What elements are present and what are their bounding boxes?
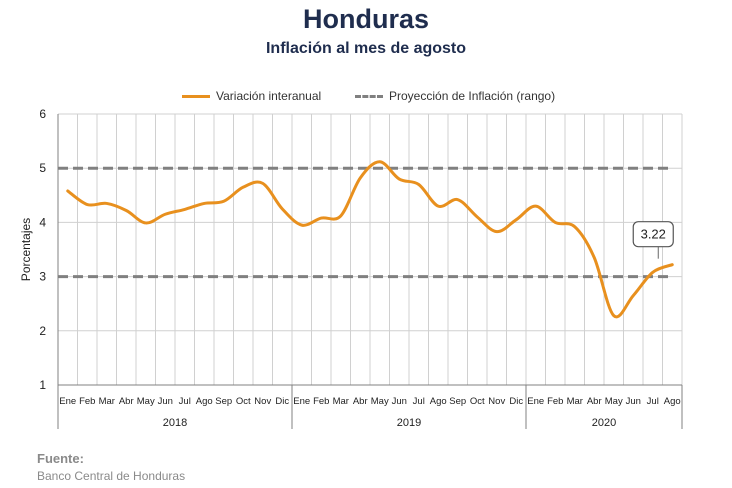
legend-item-proyeccion: Proyección de Inflación (rango) [355, 89, 555, 103]
x-tick-label: Oct [236, 396, 251, 407]
x-tick-label: Ene [293, 396, 310, 407]
x-tick-label: May [371, 396, 389, 407]
x-tick-label: Abr [587, 396, 602, 407]
chart-title: Honduras [302, 4, 429, 34]
x-tick-label: Jul [413, 396, 425, 407]
x-tick-label: Ene [527, 396, 544, 407]
x-tick-label: May [605, 396, 623, 407]
legend-swatch-solid [182, 94, 210, 98]
x-tick-label: Dic [509, 396, 523, 407]
x-tick-label: Ago [196, 396, 213, 407]
x-tick-label: Jul [647, 396, 659, 407]
x-tick-label: Sep [449, 396, 466, 407]
x-tick-label: Nov [488, 396, 505, 407]
year-label: 2018 [163, 417, 187, 429]
callout-label: 3.22 [641, 227, 666, 242]
x-tick-label: Mar [567, 396, 583, 407]
source-value: Banco Central de Honduras [37, 469, 186, 483]
chart-subtitle: Inflación al mes de agosto [265, 40, 467, 57]
x-tick-label: Ago [664, 396, 681, 407]
x-tick-label: Abr [353, 396, 368, 407]
series-line-variacion-interanual [66, 160, 674, 319]
legend-item-variacion: Variación interanual [182, 89, 321, 103]
x-tick-label: Feb [547, 396, 563, 407]
y-tick-label: 4 [39, 215, 46, 229]
legend-label-variacion: Variación interanual [216, 89, 322, 103]
y-tick-label: 2 [39, 324, 46, 338]
x-tick-label: Jul [179, 396, 191, 407]
chart-legend: Variación interanual Proyección de Infla… [0, 89, 732, 105]
x-tick-label: Ene [59, 396, 76, 407]
x-tick-label: Feb [313, 396, 329, 407]
x-tick-label: Mar [99, 396, 115, 407]
legend-label-proyeccion: Proyección de Inflación (rango) [389, 89, 556, 103]
year-label: 2019 [397, 417, 421, 429]
y-tick-label: 1 [39, 378, 46, 392]
x-tick-label: May [137, 396, 155, 407]
x-tick-label: Nov [254, 396, 271, 407]
callout-box [632, 221, 674, 248]
x-tick-label: Jun [626, 396, 641, 407]
y-tick-label: 5 [39, 161, 46, 175]
y-axis-label: Porcentajes [19, 218, 33, 281]
x-tick-label: Mar [333, 396, 349, 407]
legend-swatch-dashed [355, 94, 383, 98]
year-label: 2020 [592, 417, 616, 429]
x-tick-label: Oct [470, 396, 485, 407]
x-tick-label: Dic [275, 396, 289, 407]
x-tick-label: Feb [79, 396, 95, 407]
x-tick-label: Jun [158, 396, 173, 407]
source-label: Fuente: [37, 451, 84, 466]
y-tick-label: 6 [39, 107, 46, 121]
x-tick-label: Sep [215, 396, 232, 407]
x-tick-label: Jun [392, 396, 407, 407]
y-tick-label: 3 [39, 270, 46, 284]
x-tick-label: Abr [119, 396, 134, 407]
x-tick-label: Ago [430, 396, 447, 407]
